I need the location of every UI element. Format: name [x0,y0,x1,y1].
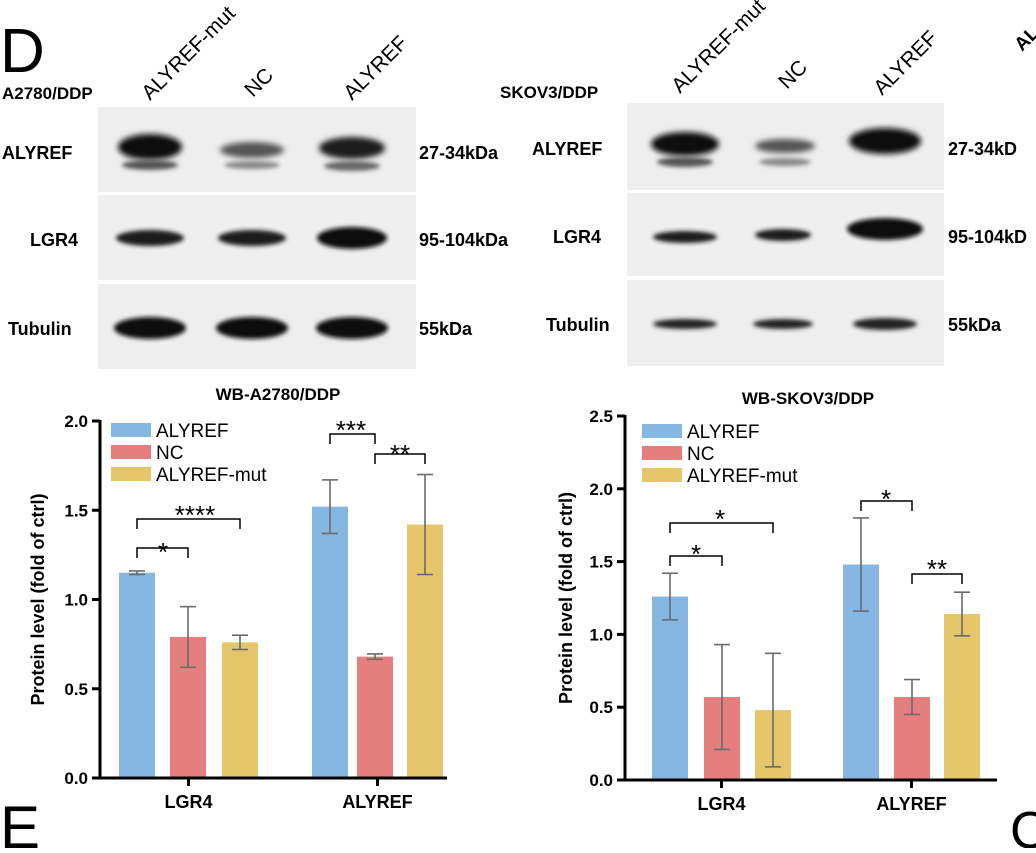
significance-marker: ** [390,439,410,469]
blot-right-strip-lgr4 [627,193,944,276]
y-tick-label: 2.5 [589,407,613,426]
significance-bracket [329,433,376,444]
significance-marker: ** [927,554,947,584]
legend-swatch [642,468,682,482]
legend-swatch [111,445,151,459]
blot-right-protein-label: LGR4 [553,227,601,247]
legend-label: ALYREF-mut [156,465,267,486]
blot-left-size-label: 27-34kDa [419,143,499,163]
bar-chart-a2780: WB-A2780/DDP 0.0 0.5 1.0 1.5 2.0 LGR4 ALYREF Pro… [28,385,447,812]
y-tick-label: 2.0 [64,412,88,431]
y-tick-label: 0.5 [589,698,613,717]
blot-left-strip-alyref [98,107,416,192]
y-tick-label: 1.5 [64,501,88,520]
legend-swatch [111,423,151,437]
blot-left-size-label: 95-104kDa [419,230,509,250]
blot-right-size-label: 27-34kD [948,139,1017,159]
bar [222,642,258,778]
legend-label: ALYREF [687,422,760,443]
x-tick-label: LGR4 [697,794,745,814]
blot-left-size-label: 55kDa [419,319,473,339]
y-tick-label: 1.0 [589,625,613,644]
blot-right-size-label: 55kDa [948,315,1002,335]
y-axis-label: Protein level (fold of ctrl) [556,492,576,704]
bar-chart-skov3: WB-SKOV3/DDP 0.0 0.5 1.0 1.5 2.0 2.5 LGR4 ALYREF… [556,389,997,814]
y-tick-label: 0.5 [64,680,88,699]
y-tick-label: 1.5 [589,553,613,572]
significance-bracket [860,500,913,511]
legend-label: NC [687,444,714,465]
y-tick-label: 0.0 [589,771,613,790]
next-panel-label: E [0,794,40,848]
significance-bracket [669,555,723,566]
blot-left-lane-label: ALYREF-mut [137,2,240,105]
blot-left-lane-label: ALYREF [339,32,412,105]
blot-right-strip-tubulin [627,280,944,366]
significance-marker: * [158,537,168,567]
y-tick-label: 0.0 [64,769,88,788]
blot-right-size-label: 95-104kD [948,227,1027,247]
significance-bracket [136,518,241,529]
blot-left-protein-label: Tubulin [8,319,72,339]
bar [652,596,688,780]
y-axis-label: Protein level (fold of ctrl) [28,493,48,705]
x-tick-label: ALYREF [876,794,946,814]
blot-left-cell-line: A2780/DDP [2,84,93,103]
legend-swatch [111,467,151,481]
blot-left-protein-label: LGR4 [30,230,78,250]
legend-swatch [642,424,682,438]
blot-right-lane-label: ALYREF [869,27,942,100]
significance-bracket [374,453,426,464]
bar [312,506,348,778]
significance-marker: * [881,484,891,514]
significance-marker: * [691,539,701,569]
clipped-panel-letter: C [1010,802,1036,848]
significance-marker: *** [336,415,366,445]
blot-right-lane-label: NC [774,56,812,94]
significance-marker: **** [175,500,215,530]
bar [357,656,393,778]
panel-label: D [0,17,45,86]
bar [119,572,155,778]
blot-right-lane-label: ALYREF-mut [667,0,770,98]
significance-bracket [136,547,189,558]
blot-right-protein-label: ALYREF [532,139,602,159]
chart-title: WB-SKOV3/DDP [742,389,874,408]
blot-left-strip-lgr4 [98,195,416,280]
bar [944,614,980,780]
legend-swatch [642,446,682,460]
legend-label: ALYREF-mut [687,466,798,487]
blot-right-cell-line: SKOV3/DDP [500,83,598,102]
blot-right-strip-alyref [627,103,944,190]
x-tick-label: LGR4 [164,792,212,812]
blot-right-protein-label: Tubulin [546,315,610,335]
significance-bracket [669,522,774,533]
y-tick-label: 1.0 [64,591,88,610]
blot-right-clipped-lane-label: AL [1011,22,1036,55]
blot-left-strip-tubulin [98,284,416,369]
legend-label: NC [156,443,183,464]
chart-title: WB-A2780/DDP [216,385,341,404]
x-tick-label: ALYREF [342,792,412,812]
blot-left-lane-label: NC [240,64,278,102]
significance-marker: * [715,504,725,534]
blot-left-protein-label: ALYREF [2,143,72,163]
significance-bracket [911,573,963,584]
y-tick-label: 2.0 [589,480,613,499]
legend-label: ALYREF [156,421,229,442]
